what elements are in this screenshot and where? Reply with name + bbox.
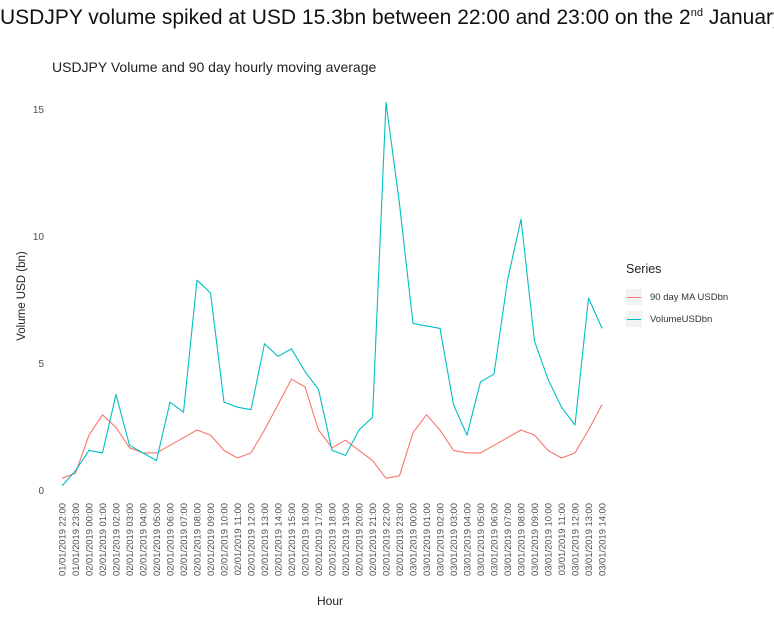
x-tick-label: 02/01/2019 07:00 (178, 503, 189, 576)
x-tick-label: 03/01/2019 05:00 (475, 503, 486, 576)
x-tick-label: 03/01/2019 02:00 (435, 503, 446, 576)
headline-text-end: January (708, 6, 774, 29)
headline-ordinal-suffix: nd (690, 7, 703, 19)
x-tick-label: 03/01/2019 13:00 (583, 503, 594, 576)
legend-item-ma: 90 day MA USDbn (626, 286, 728, 308)
x-tick-label: 02/01/2019 19:00 (340, 503, 351, 576)
x-tick-label: 02/01/2019 02:00 (111, 503, 122, 576)
x-tick-label: 02/01/2019 15:00 (286, 503, 297, 576)
x-tick-label: 02/01/2019 03:00 (124, 503, 135, 576)
x-tick-label: 02/01/2019 13:00 (259, 503, 270, 576)
x-tick-label: 02/01/2019 22:00 (381, 503, 392, 576)
x-tick-label: 03/01/2019 07:00 (502, 503, 513, 576)
x-tick-label: 03/01/2019 14:00 (597, 503, 608, 576)
legend-swatch-volume (626, 311, 642, 327)
series-line-ma (61, 378, 603, 479)
chart-title: USDJPY Volume and 90 day hourly moving a… (52, 59, 377, 75)
x-tick-label: 03/01/2019 08:00 (516, 503, 527, 576)
x-tick-label: 02/01/2019 17:00 (313, 503, 324, 576)
series-line-volume (61, 101, 603, 487)
legend-item-volume: VolumeUSDbn (626, 308, 728, 330)
x-tick-label: 02/01/2019 05:00 (151, 503, 162, 576)
x-tick-label: 03/01/2019 12:00 (570, 503, 581, 576)
y-axis-ticks: 0 5 10 15 (33, 105, 45, 497)
x-tick-label: 01/01/2019 23:00 (70, 503, 81, 576)
headline-text: USDJPY volume spiked at USD 15.3bn betwe… (0, 6, 691, 29)
x-tick-label: 02/01/2019 08:00 (192, 503, 203, 576)
x-tick-label: 02/01/2019 06:00 (165, 503, 176, 576)
x-tick-label: 01/01/2019 22:00 (57, 503, 68, 576)
chart-series-lines (61, 101, 603, 487)
x-tick-label: 02/01/2019 01:00 (97, 503, 108, 576)
x-tick-label: 02/01/2019 14:00 (273, 503, 284, 576)
x-tick-label: 02/01/2019 18:00 (327, 503, 338, 576)
y-tick-label: 5 (38, 359, 44, 370)
x-tick-label: 03/01/2019 00:00 (408, 503, 419, 576)
x-tick-label: 02/01/2019 20:00 (354, 503, 365, 576)
x-tick-label: 02/01/2019 04:00 (138, 503, 149, 576)
headline: USDJPY volume spiked at USD 15.3bn betwe… (0, 6, 774, 30)
x-tick-label: 02/01/2019 16:00 (300, 503, 311, 576)
x-tick-label: 03/01/2019 04:00 (462, 503, 473, 576)
y-tick-label: 0 (38, 486, 44, 497)
x-tick-label: 03/01/2019 10:00 (543, 503, 554, 576)
x-tick-label: 02/01/2019 21:00 (367, 503, 378, 576)
x-tick-label: 02/01/2019 09:00 (205, 503, 216, 576)
y-tick-label: 15 (33, 105, 45, 116)
x-tick-label: 03/01/2019 06:00 (489, 503, 500, 576)
x-axis-ticks: 01/01/2019 22:00 01/01/2019 23:00 02/01/20… (57, 503, 608, 576)
legend-swatch-ma (626, 289, 642, 305)
x-tick-label: 02/01/2019 11:00 (232, 503, 243, 575)
legend-label-ma: 90 day MA USDbn (650, 291, 729, 303)
x-tick-label: 02/01/2019 00:00 (84, 503, 95, 576)
x-tick-label: 02/01/2019 12:00 (246, 503, 257, 576)
y-tick-label: 10 (33, 232, 45, 243)
x-tick-label: 03/01/2019 01:00 (421, 503, 432, 576)
x-tick-label: 03/01/2019 09:00 (529, 503, 540, 576)
legend-label-volume: VolumeUSDbn (650, 313, 713, 325)
x-tick-label: 02/01/2019 23:00 (394, 503, 405, 576)
x-tick-label: 03/01/2019 03:00 (448, 503, 459, 576)
x-tick-label: 02/01/2019 10:00 (219, 503, 230, 576)
legend: Series 90 day MA USDbn VolumeUSDbn (626, 262, 728, 330)
x-tick-label: 03/01/2019 11:00 (556, 503, 567, 575)
x-axis-label: Hour (316, 594, 343, 608)
legend-title: Series (626, 262, 662, 276)
